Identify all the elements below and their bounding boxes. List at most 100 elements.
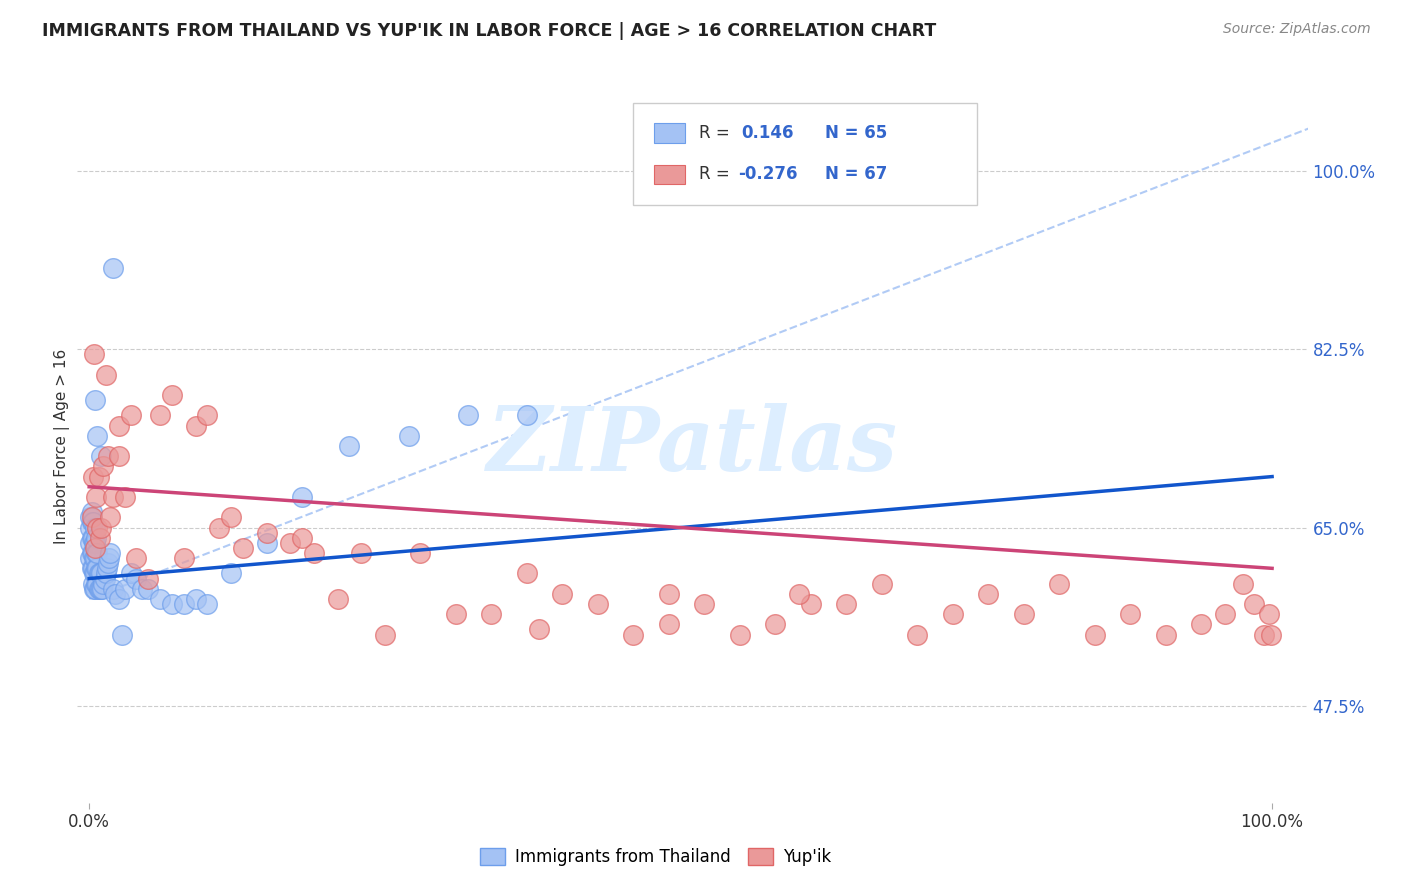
Point [79,536,101,550]
Point [93,459,115,474]
Point [219,510,242,524]
Point [1189,617,1212,632]
Point [120,409,142,423]
Point [120,566,142,581]
Point [160,597,183,611]
Point [80,505,103,519]
Point [278,536,301,550]
Point [97,556,120,570]
Point [457,409,479,423]
Point [728,627,751,641]
Y-axis label: In Labor Force | Age > 16: In Labor Force | Age > 16 [55,349,70,543]
Legend: Immigrants from Thailand, Yup'ik: Immigrants from Thailand, Yup'ik [474,841,838,873]
Point [82,576,104,591]
Point [398,429,420,443]
Point [79,551,101,566]
Point [256,525,278,540]
Point [101,490,124,504]
Point [136,572,159,586]
Point [1154,627,1177,641]
Point [184,591,207,606]
Point [84,393,107,408]
Point [89,566,111,581]
Point [83,566,105,581]
Point [551,587,574,601]
Point [87,582,110,596]
Point [374,627,396,641]
Point [100,546,122,560]
Point [256,536,278,550]
Point [86,561,108,575]
Point [79,520,101,534]
Point [291,490,314,504]
Point [114,490,136,504]
Point [125,572,148,586]
Point [84,520,107,534]
Point [350,546,373,560]
Point [82,546,104,560]
Point [693,597,716,611]
Point [84,490,107,504]
Text: R =: R = [699,166,735,184]
Point [89,531,111,545]
Point [516,566,538,581]
Point [197,597,219,611]
Point [84,531,107,545]
Point [87,469,110,483]
Point [90,582,112,596]
Point [184,418,207,433]
Point [84,551,107,566]
Point [160,388,183,402]
Point [79,510,101,524]
Point [835,597,858,611]
Point [82,469,104,483]
Point [84,582,107,596]
Point [86,546,108,560]
Point [83,551,105,566]
Point [97,449,120,463]
Text: -0.276: -0.276 [738,166,797,184]
Point [658,587,681,601]
Point [1257,607,1279,622]
Point [479,607,502,622]
Point [1047,576,1070,591]
Point [302,546,325,560]
Point [1213,607,1236,622]
Point [86,429,108,443]
Text: ZIPatlas: ZIPatlas [486,403,898,489]
Point [527,623,550,637]
Point [90,520,112,534]
Point [83,536,105,550]
Point [91,582,114,596]
Point [84,566,107,581]
Point [586,597,609,611]
Point [89,582,111,596]
Text: R =: R = [699,124,740,142]
Point [107,449,129,463]
Point [101,582,124,596]
Point [96,561,118,575]
Point [173,551,195,566]
Point [94,566,117,581]
Point [100,510,122,524]
Point [1260,627,1282,641]
Point [107,418,129,433]
Point [86,576,108,591]
Text: IMMIGRANTS FROM THAILAND VS YUP'IK IN LABOR FORCE | AGE > 16 CORRELATION CHART: IMMIGRANTS FROM THAILAND VS YUP'IK IN LA… [42,22,936,40]
Point [516,409,538,423]
Point [125,551,148,566]
Point [444,607,467,622]
Point [86,520,108,534]
Point [1012,607,1035,622]
Point [87,566,110,581]
Point [326,591,349,606]
Point [208,520,231,534]
Point [136,582,159,596]
Point [93,572,115,586]
Point [977,587,1000,601]
Point [80,516,103,530]
Point [1119,607,1142,622]
Point [104,587,127,601]
Point [1253,627,1275,641]
Point [93,576,115,591]
